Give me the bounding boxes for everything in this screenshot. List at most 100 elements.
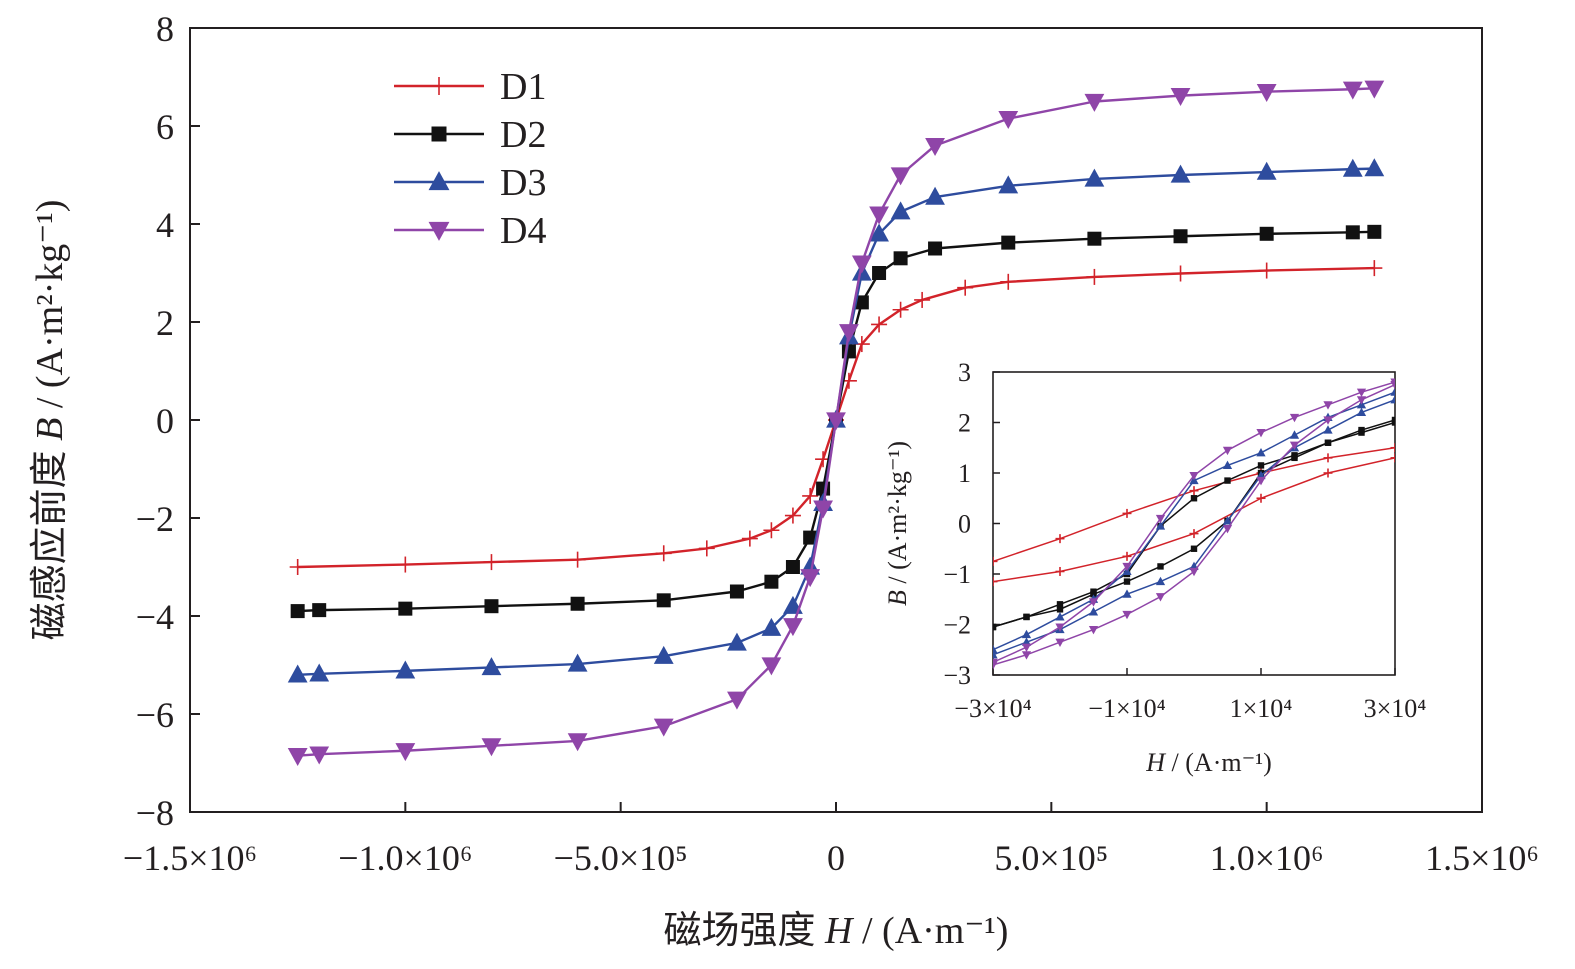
- x-tick-label: 5.0×10⁵: [994, 838, 1108, 878]
- inset-y-tick-label: −2: [943, 611, 971, 640]
- inset-data-point-D3: [1021, 629, 1032, 639]
- inset-data-point-D2: [1190, 545, 1198, 552]
- inset-data-point-D4: [1122, 610, 1132, 620]
- data-point-D1: [1258, 262, 1275, 279]
- data-point-D4: [287, 748, 308, 766]
- inset-data-point-D4: [1289, 413, 1300, 423]
- data-point-D1: [397, 556, 414, 573]
- inset-data-point-D3: [993, 644, 998, 654]
- y-tick-label: −4: [136, 597, 174, 637]
- inset-data-point-D3: [1122, 589, 1132, 598]
- data-point-D4: [998, 111, 1019, 129]
- inset-y-axis-title: B / (A·m²·kg⁻¹): [883, 441, 912, 606]
- legend-item-D3: D3: [394, 162, 546, 204]
- inset-series-D2: [993, 416, 1395, 631]
- data-point-D1: [763, 522, 780, 539]
- data-point-D1: [1366, 260, 1383, 277]
- y-tick-label: 6: [156, 107, 174, 147]
- inset-series-D4: [993, 378, 1395, 670]
- data-point-D2: [803, 530, 818, 545]
- data-point-D3: [761, 617, 782, 636]
- inset-data-point-D3: [1256, 470, 1266, 480]
- y-axis-title-space: [29, 408, 71, 418]
- inset-data-point-D2: [1157, 563, 1164, 570]
- inset-data-point-D4: [1289, 441, 1300, 451]
- inset-y-tick-label: 2: [958, 409, 971, 438]
- data-point-D3: [567, 653, 588, 672]
- x-axis-title-unit: / (A·m⁻¹): [862, 910, 1008, 952]
- x-tick-label: 1.5×10⁶: [1425, 838, 1539, 878]
- data-point-D2: [928, 241, 943, 256]
- inset-data-point-D4: [1055, 638, 1065, 648]
- inset-x-tick-label: 3×10⁴: [1364, 694, 1427, 723]
- y-tick-label: −8: [136, 793, 174, 833]
- data-point-D2: [1345, 225, 1360, 240]
- data-point-D2: [854, 295, 869, 310]
- inset-y-tick-label: 0: [958, 510, 971, 539]
- data-point-D2: [872, 266, 887, 280]
- x-tick-label: 0: [827, 838, 845, 878]
- inset-plot: −3×10⁴ −1×10⁴ 1×10⁴ 3×10⁴ −3 −2 −1 0 1 2 3 H / (A·m…: [883, 358, 1426, 777]
- inset-data-point-D3: [1222, 516, 1233, 525]
- legend-item-D1: D1: [394, 66, 546, 108]
- inset-x-axis-title-unit: / (A·m⁻¹): [1172, 748, 1272, 777]
- inset-data-point-D3: [1256, 447, 1266, 457]
- inset-data-point-D1: [1390, 443, 1395, 453]
- data-point-D3: [653, 645, 674, 664]
- inset-data-point-D2: [1291, 454, 1298, 462]
- inset-frame: [992, 371, 1396, 676]
- x-tick-label: −1.0×10⁶: [338, 838, 472, 878]
- data-point-D4: [800, 569, 821, 588]
- data-point-D2: [656, 593, 671, 608]
- data-point-D4: [481, 738, 502, 757]
- y-tick-label: −6: [136, 695, 174, 735]
- data-point-D3: [287, 664, 308, 683]
- inset-data-point-D2: [993, 623, 997, 631]
- inset-data-point-D3: [1356, 407, 1367, 416]
- inset-data-point-D2: [1224, 477, 1231, 484]
- x-axis-title-space: [816, 910, 826, 952]
- y-axis-title-prefix: 磁感应前度: [29, 450, 71, 640]
- data-point-D4: [761, 657, 782, 676]
- data-point-D2: [1001, 235, 1016, 250]
- data-point-D3: [481, 657, 502, 676]
- data-point-D4: [1364, 80, 1385, 99]
- data-point-D4: [925, 137, 945, 156]
- data-point-D3: [1170, 164, 1191, 183]
- data-point-D1: [957, 279, 974, 296]
- data-point-D4: [395, 743, 416, 762]
- inset-data-point-D4: [1021, 643, 1032, 653]
- data-point-D1: [871, 316, 888, 333]
- data-point-D4: [826, 412, 846, 431]
- legend-label: D3: [500, 162, 546, 204]
- data-point-D3: [925, 186, 945, 205]
- inset-data-point-D1: [1189, 486, 1199, 496]
- data-point-D2: [312, 603, 327, 618]
- inset-x-tick-label: 1×10⁴: [1230, 694, 1293, 723]
- inset-data-point-D3: [1390, 387, 1395, 396]
- inset-data-point-D1: [1122, 508, 1132, 518]
- inset-data-point-D4: [1189, 567, 1199, 577]
- data-point-D4: [727, 691, 747, 710]
- inset-data-point-D1: [1055, 534, 1065, 544]
- inset-data-point-D2: [1023, 613, 1030, 621]
- data-point-D3: [1256, 161, 1277, 180]
- inset-data-point-D2: [1324, 439, 1332, 446]
- x-axis-title: 磁场强度 H / (A·m⁻¹): [664, 910, 1009, 952]
- x-tick-label: 1.0×10⁶: [1210, 838, 1324, 878]
- inset-x-tick-label: −1×10⁴: [1088, 694, 1165, 723]
- data-point-D2: [398, 601, 413, 616]
- data-point-D2: [1367, 224, 1382, 239]
- data-point-D4: [869, 206, 889, 225]
- data-point-D1: [1086, 268, 1103, 285]
- data-point-D1: [802, 487, 819, 504]
- data-point-D2: [841, 344, 856, 359]
- data-point-D2: [729, 584, 744, 599]
- data-point-D4: [783, 618, 803, 637]
- data-point-D3: [890, 201, 911, 220]
- data-point-D4: [813, 500, 833, 519]
- inset-data-point-D1: [1256, 493, 1266, 503]
- data-point-D2: [484, 599, 499, 614]
- x-tick-label: −1.5×10⁶: [123, 838, 257, 878]
- inset-y-axis-title-unit: / (A·m²·kg⁻¹): [883, 441, 912, 584]
